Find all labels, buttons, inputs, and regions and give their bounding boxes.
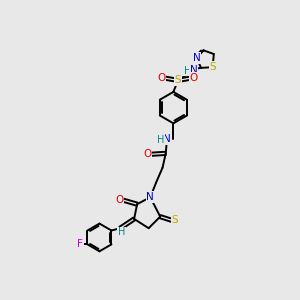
Text: N: N [146, 192, 154, 202]
Text: N: N [193, 53, 200, 63]
Text: O: O [143, 149, 152, 159]
Text: N: N [190, 65, 198, 75]
Text: S: S [175, 75, 181, 85]
Text: O: O [157, 73, 166, 82]
Text: F: F [77, 239, 83, 249]
Text: H: H [118, 227, 125, 237]
Text: H: H [157, 135, 164, 145]
Text: O: O [115, 194, 124, 205]
Text: S: S [209, 62, 216, 72]
Text: N: N [163, 134, 171, 145]
Text: H: H [184, 66, 191, 76]
Text: S: S [172, 215, 178, 225]
Text: O: O [190, 73, 198, 82]
